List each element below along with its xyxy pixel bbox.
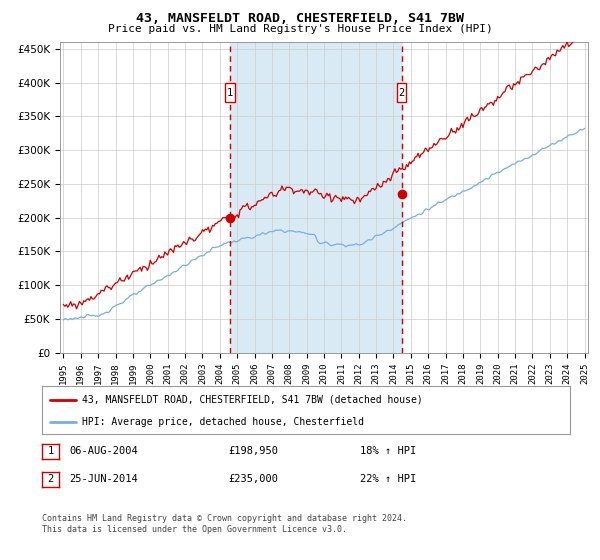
Text: £235,000: £235,000: [228, 474, 278, 484]
Text: 06-AUG-2004: 06-AUG-2004: [69, 446, 138, 456]
Text: 2: 2: [398, 88, 405, 97]
FancyBboxPatch shape: [397, 83, 406, 102]
Text: 2: 2: [47, 474, 53, 484]
Text: Contains HM Land Registry data © Crown copyright and database right 2024.: Contains HM Land Registry data © Crown c…: [42, 514, 407, 523]
Text: HPI: Average price, detached house, Chesterfield: HPI: Average price, detached house, Ches…: [82, 417, 364, 427]
Text: 43, MANSFELDT ROAD, CHESTERFIELD, S41 7BW (detached house): 43, MANSFELDT ROAD, CHESTERFIELD, S41 7B…: [82, 395, 422, 405]
Text: 1: 1: [47, 446, 53, 456]
Text: 43, MANSFELDT ROAD, CHESTERFIELD, S41 7BW: 43, MANSFELDT ROAD, CHESTERFIELD, S41 7B…: [136, 12, 464, 25]
Text: This data is licensed under the Open Government Licence v3.0.: This data is licensed under the Open Gov…: [42, 525, 347, 534]
Text: 1: 1: [227, 88, 233, 97]
Text: 18% ↑ HPI: 18% ↑ HPI: [360, 446, 416, 456]
Bar: [230, 42, 401, 353]
FancyBboxPatch shape: [225, 83, 235, 102]
Text: 25-JUN-2014: 25-JUN-2014: [69, 474, 138, 484]
Text: 22% ↑ HPI: 22% ↑ HPI: [360, 474, 416, 484]
Text: Price paid vs. HM Land Registry's House Price Index (HPI): Price paid vs. HM Land Registry's House …: [107, 24, 493, 34]
Text: £198,950: £198,950: [228, 446, 278, 456]
